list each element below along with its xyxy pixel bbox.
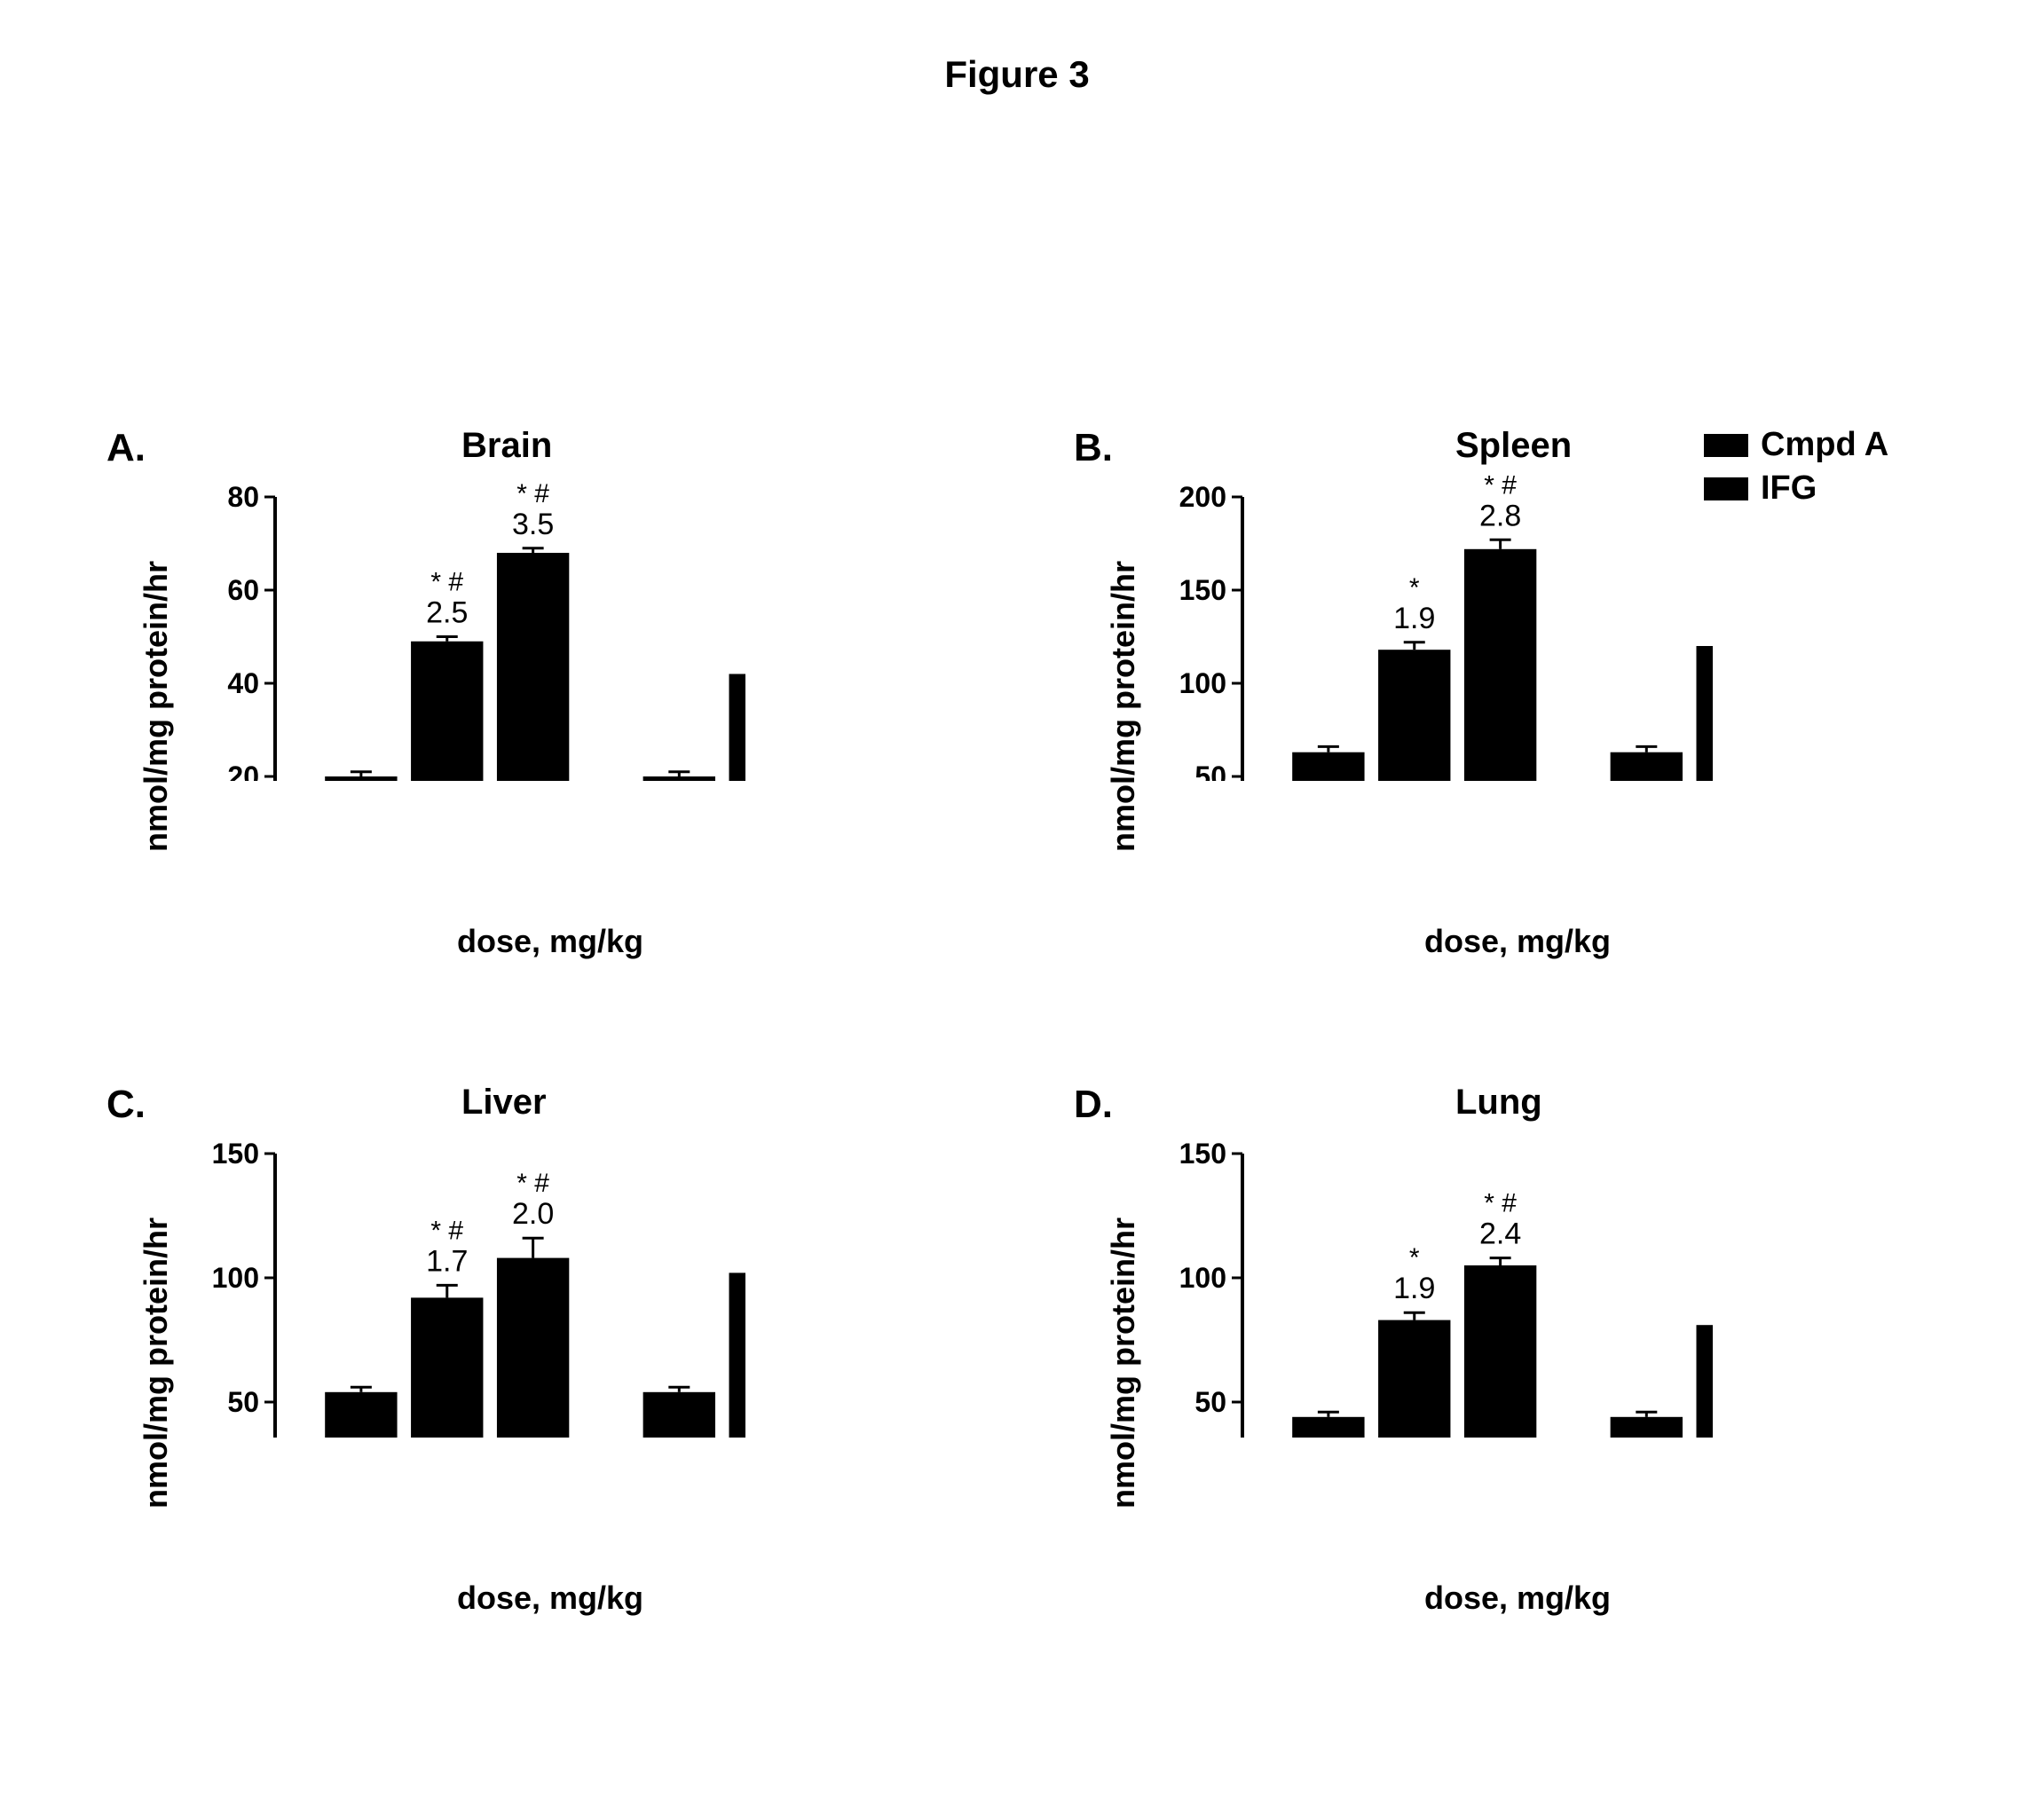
bar — [325, 1392, 397, 1438]
bar — [1292, 1417, 1364, 1438]
svg-text:150: 150 — [212, 1138, 259, 1170]
svg-text:*: * — [1409, 1243, 1420, 1272]
bar — [1378, 1320, 1450, 1438]
svg-text:50: 50 — [1194, 1386, 1226, 1418]
bar — [729, 1272, 746, 1438]
chart-svg: 05010015001.9*102.4* #10001.9*100 — [1163, 1065, 1713, 1438]
bar — [411, 1297, 483, 1438]
svg-text:80: 80 — [227, 481, 259, 513]
svg-text:*: * — [1409, 573, 1420, 603]
panels-grid: A.Brainnmol/mg protein/hrdose, mg/kg0204… — [106, 426, 2006, 1704]
svg-text:3.5: 3.5 — [512, 508, 554, 541]
bar — [497, 1258, 569, 1438]
panel-liver: C.Livernmol/mg protein/hrdose, mg/kg0501… — [106, 1083, 1038, 1704]
svg-text:* #: * # — [430, 568, 463, 597]
figure-page: Figure 3 Cmpd A IFG A.Brainnmol/mg prote… — [0, 0, 2034, 1820]
svg-text:* #: * # — [1484, 470, 1517, 500]
bar — [1611, 1417, 1683, 1438]
svg-text:* #: * # — [430, 1216, 463, 1245]
panel-letter: B. — [1074, 426, 1113, 470]
svg-text:2.8: 2.8 — [1479, 499, 1521, 532]
svg-text:50: 50 — [227, 1386, 259, 1418]
svg-text:1.9: 1.9 — [1712, 1272, 1713, 1305]
bar — [643, 776, 715, 781]
figure-title: Figure 3 — [0, 53, 2034, 96]
x-axis-label: dose, mg/kg — [275, 1580, 825, 1617]
bar — [1697, 1325, 1714, 1438]
svg-text:150: 150 — [1179, 1138, 1226, 1170]
y-axis-label: nmol/mg protein/hr — [138, 561, 175, 852]
svg-text:1.9: 1.9 — [1393, 1272, 1435, 1305]
svg-text:* #: * # — [516, 479, 549, 508]
svg-text:1.7: 1.7 — [426, 1244, 468, 1278]
y-axis-label: nmol/mg protein/hr — [1105, 561, 1142, 852]
svg-text:2.5: 2.5 — [426, 596, 468, 630]
panel-letter: D. — [1074, 1083, 1113, 1127]
svg-text:40: 40 — [227, 667, 259, 699]
svg-text:2.0: 2.0 — [512, 1197, 554, 1231]
panel-lung: D.Lungnmol/mg protein/hrdose, mg/kg05010… — [1074, 1083, 2006, 1704]
svg-text:150: 150 — [1179, 574, 1226, 606]
x-axis-label: dose, mg/kg — [275, 923, 825, 960]
bar — [1464, 549, 1536, 781]
bar — [1464, 1265, 1536, 1438]
y-axis-label: nmol/mg protein/hr — [138, 1217, 175, 1509]
svg-text:* #: * # — [516, 1169, 549, 1198]
bar — [1697, 646, 1714, 781]
panel-spleen: B.Spleennmol/mg protein/hrdose, mg/kg050… — [1074, 426, 2006, 1047]
svg-text:100: 100 — [1179, 667, 1226, 699]
bar — [1378, 650, 1450, 781]
chart-svg: 05010015001.7* #102.0* #10001.9*100 — [195, 1065, 745, 1438]
svg-text:* #: * # — [1484, 1189, 1517, 1218]
panel-letter: C. — [106, 1083, 146, 1127]
svg-text:1.9: 1.9 — [1393, 602, 1435, 635]
svg-text:1.9: 1.9 — [1712, 594, 1713, 627]
bar — [411, 642, 483, 781]
svg-text:100: 100 — [1179, 1262, 1226, 1294]
chart-svg: 05010015020001.9*102.8* #10001.9*100 — [1163, 408, 1713, 781]
svg-text:60: 60 — [227, 574, 259, 606]
svg-text:100: 100 — [212, 1262, 259, 1294]
bar — [729, 674, 746, 782]
svg-text:200: 200 — [1179, 481, 1226, 513]
svg-text:2.4: 2.4 — [1479, 1217, 1521, 1251]
x-axis-label: dose, mg/kg — [1242, 1580, 1793, 1617]
bar — [325, 776, 397, 781]
bar — [497, 553, 569, 781]
bar — [643, 1392, 715, 1438]
bar — [1292, 752, 1364, 781]
panel-letter: A. — [106, 426, 146, 470]
bar — [1611, 752, 1683, 781]
svg-text:20: 20 — [227, 760, 259, 781]
x-axis-label: dose, mg/kg — [1242, 923, 1793, 960]
panel-brain: A.Brainnmol/mg protein/hrdose, mg/kg0204… — [106, 426, 1038, 1047]
y-axis-label: nmol/mg protein/hr — [1105, 1217, 1142, 1509]
svg-text:50: 50 — [1194, 760, 1226, 781]
chart-svg: 02040608002.5* #103.5* #10002.2*100 — [195, 408, 745, 781]
